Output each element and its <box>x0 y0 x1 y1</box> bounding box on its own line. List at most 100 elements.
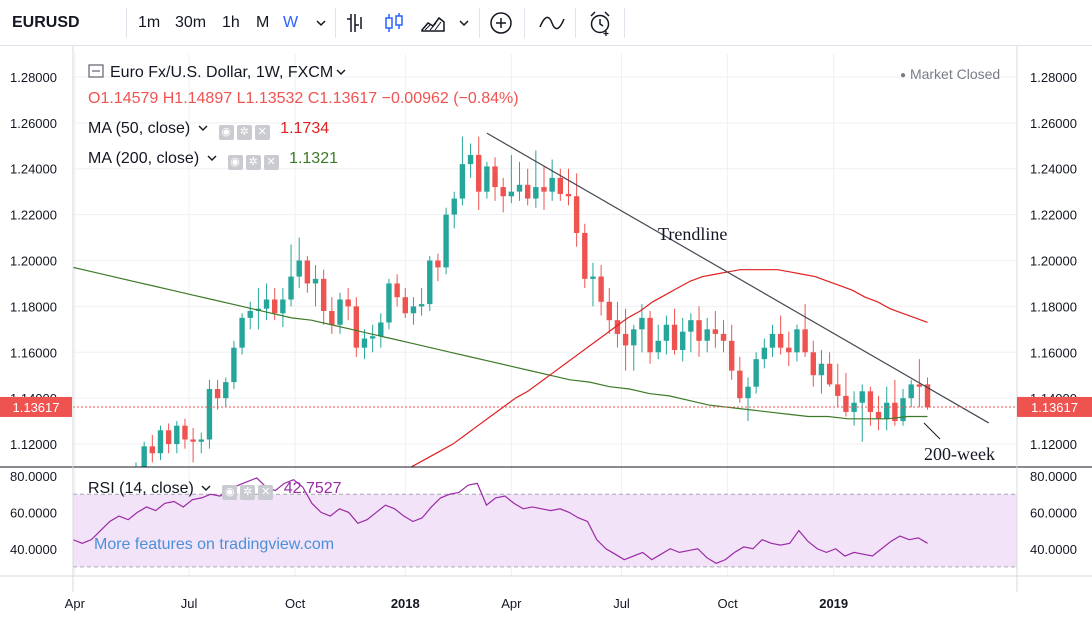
candle-body <box>614 320 621 334</box>
time-axis[interactable]: Apr Jul Oct 2018 Apr Jul Oct 2019 <box>65 596 848 611</box>
ma50-legend[interactable]: MA (50, close) ◉ ✲ ✕ 1.1734 <box>88 120 329 140</box>
watermark-link[interactable]: More features on tradingview.com <box>94 536 335 553</box>
toolbar-separator <box>126 8 127 38</box>
candle-body <box>500 187 506 197</box>
time-tick-label: Oct <box>717 596 738 611</box>
candle-body <box>516 184 523 192</box>
candle-style-icon[interactable] <box>382 11 406 35</box>
interval-1h[interactable]: 1h <box>222 14 240 31</box>
price-tick-label-right: 1.22000 <box>1030 208 1077 223</box>
candle-body <box>345 299 351 307</box>
ohlc-change: −0.00962 (−0.84%) <box>381 90 519 107</box>
candle-body <box>867 391 874 412</box>
candle-body <box>680 331 686 350</box>
price-axis[interactable]: 1.28000 1.28000 1.26000 1.26000 1.24000 1.240… <box>10 70 1077 452</box>
candle-body <box>802 329 808 353</box>
interval-week[interactable]: W <box>283 14 299 31</box>
rsi-legend[interactable]: RSI (14, close) ◉ ✲ ✕ 42.7527 <box>88 480 342 500</box>
time-tick-label: Jul <box>181 596 198 611</box>
candle-body <box>231 347 237 383</box>
ohlc-open: O1.14579 <box>88 90 159 107</box>
candle-body <box>655 340 661 353</box>
candle-body <box>141 446 147 467</box>
candle-body <box>353 306 360 348</box>
candle-body <box>418 304 425 307</box>
interval-1m[interactable]: 1m <box>138 14 161 31</box>
candle-body <box>859 391 865 403</box>
ma200-annotation: 200-week <box>924 444 995 464</box>
gear-icon[interactable]: ✲ <box>240 485 256 500</box>
alarm-icon[interactable] <box>587 9 615 37</box>
gear-icon[interactable]: ✲ <box>236 125 252 140</box>
price-tick-label-left: 1.16000 <box>10 345 57 360</box>
price-tick-label-left: 1.26000 <box>10 116 57 131</box>
rsi-tick-label-left: 60.0000 <box>10 505 57 520</box>
chevron-down-icon[interactable] <box>200 483 212 493</box>
chevron-down-icon[interactable] <box>314 17 328 29</box>
rsi-tick-label-right: 80.0000 <box>1030 469 1077 484</box>
interval-month[interactable]: M <box>256 14 270 31</box>
trendline <box>486 132 990 424</box>
candle-body <box>198 439 204 442</box>
ohlc-close: C1.13617 <box>307 90 378 107</box>
candle-body <box>810 352 816 376</box>
chevron-down-icon[interactable] <box>206 153 218 163</box>
candle-body <box>900 398 906 422</box>
candle-body <box>875 411 882 419</box>
candle-body <box>492 166 498 188</box>
indicators-icon[interactable] <box>538 13 566 33</box>
gear-icon[interactable]: ✲ <box>245 155 261 170</box>
candle-body <box>884 402 890 419</box>
chevron-down-icon[interactable] <box>197 123 209 133</box>
ma200-legend[interactable]: MA (200, close) ◉ ✲ ✕ 1.1321 <box>88 150 338 170</box>
candle-body <box>565 193 572 197</box>
candle-body <box>410 306 417 314</box>
time-tick-label: Apr <box>65 596 86 611</box>
close-icon[interactable]: ✕ <box>263 155 279 170</box>
time-tick-label: 2018 <box>391 596 420 611</box>
last-price-label-right: 1.13617 <box>1031 400 1078 415</box>
candle-body <box>272 299 278 314</box>
chart-canvas[interactable]: 1.28000 1.28000 1.26000 1.26000 1.24000 1.240… <box>0 46 1092 622</box>
bar-style-icon[interactable] <box>344 11 368 35</box>
candle-body <box>386 283 392 323</box>
candle-body <box>843 395 849 412</box>
eye-icon[interactable]: ◉ <box>218 125 234 140</box>
candle-body <box>892 402 898 422</box>
interval-30m[interactable]: 30m <box>175 14 207 31</box>
ma200-pointer <box>923 422 941 440</box>
price-tick-label-left: 1.28000 <box>10 70 57 85</box>
collapse-legend-icon[interactable] <box>88 64 104 78</box>
toolbar-separator <box>479 8 480 38</box>
chevron-down-icon[interactable] <box>335 67 347 77</box>
candle-body <box>312 278 319 284</box>
rsi-axis[interactable]: 80.0000 80.0000 60.0000 60.0000 40.0000 40.00… <box>10 469 1077 557</box>
candle-body <box>427 260 433 305</box>
legend-title-row[interactable]: Euro Fx/U.S. Dollar, 1W, FXCM <box>88 64 347 82</box>
candle-body <box>337 299 343 325</box>
ohlc-low: L1.13532 <box>236 90 304 107</box>
grid <box>73 54 1017 576</box>
ohlc-high: H1.14897 <box>162 90 233 107</box>
eye-icon[interactable]: ◉ <box>227 155 243 170</box>
symbol-search[interactable]: EURUSD <box>12 14 80 31</box>
plus-circle-icon[interactable] <box>488 10 514 36</box>
candle-body <box>541 187 547 192</box>
candle-body <box>182 425 188 440</box>
candle-body <box>818 363 825 376</box>
close-icon[interactable]: ✕ <box>258 485 274 500</box>
chevron-down-icon[interactable] <box>457 17 471 29</box>
legend-title: Euro Fx/U.S. Dollar, 1W, FXCM <box>110 64 334 81</box>
close-icon[interactable]: ✕ <box>254 125 270 140</box>
time-tick-label: Jul <box>613 596 630 611</box>
last-price-badge-right <box>1017 396 1092 417</box>
price-tick-label-left: 1.24000 <box>10 162 57 177</box>
last-price-badges: 1.13617 1.13617 <box>0 396 1092 417</box>
eye-icon[interactable]: ◉ <box>222 485 238 500</box>
area-style-icon[interactable] <box>420 11 446 35</box>
candle-body <box>916 384 923 387</box>
rsi-tick-label-left: 80.0000 <box>10 469 57 484</box>
candle-body <box>508 191 515 197</box>
price-tick-label-right: 1.24000 <box>1030 162 1077 177</box>
candle-body <box>329 310 335 325</box>
